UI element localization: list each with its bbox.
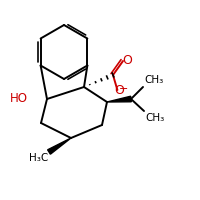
Text: CH₃: CH₃ — [144, 75, 163, 85]
Polygon shape — [48, 138, 71, 154]
Text: −: − — [119, 84, 128, 94]
Polygon shape — [107, 96, 131, 102]
Text: O: O — [122, 53, 132, 66]
Text: O: O — [114, 84, 124, 97]
Text: H₃C: H₃C — [29, 153, 48, 163]
Text: HO: HO — [10, 92, 28, 104]
Text: CH₃: CH₃ — [145, 113, 164, 123]
